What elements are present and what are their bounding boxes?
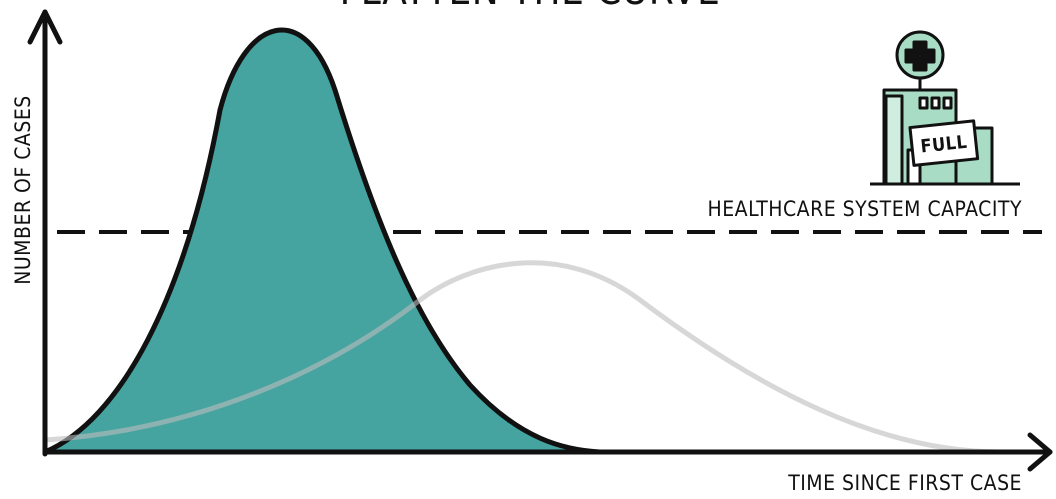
hospital-sign: FULL	[920, 132, 969, 158]
title: FLATTEN THE CURVE	[340, 0, 721, 14]
axes	[27, 9, 1053, 472]
capacity-label: HEALTHCARE SYSTEM CAPACITY	[708, 197, 1022, 221]
hospital-icon: FULL	[870, 30, 1020, 186]
steep-curve	[42, 27, 603, 455]
x-axis-label: TIME SINCE FIRST CASE	[787, 471, 1022, 495]
flat-curve	[42, 260, 1003, 455]
y-axis-label: NUMBER OF CASES	[11, 95, 35, 285]
